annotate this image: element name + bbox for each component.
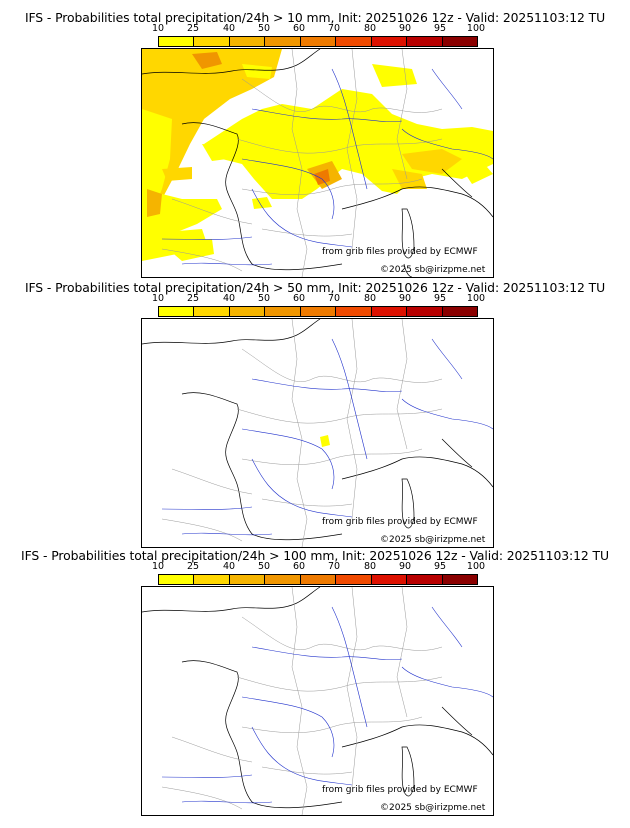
tick-label: 60 — [292, 561, 306, 572]
colorbar — [158, 306, 478, 317]
tick-label: 40 — [222, 561, 236, 572]
credit-source: from grib files provided by ECMWF — [322, 517, 478, 527]
admin-borders — [161, 319, 443, 547]
colorbar-segment — [336, 575, 372, 584]
credit-copyright: ©2025 sb@irizpme.net — [380, 803, 486, 813]
colorbar-segment — [194, 307, 230, 316]
colorbar-segment — [407, 37, 443, 46]
colorbar-segment — [407, 307, 443, 316]
precip-shading — [320, 435, 330, 447]
credit-copyright: ©2025 sb@irizpme.net — [380, 265, 486, 275]
tick-label: 95 — [433, 23, 447, 34]
tick-label: 50 — [257, 23, 271, 34]
panel-10mm: IFS - Probabilities total precipitation/… — [0, 10, 630, 280]
tick-label: 80 — [363, 293, 377, 304]
tick-label: 60 — [292, 23, 306, 34]
credit-source: from grib files provided by ECMWF — [322, 247, 478, 257]
coastlines — [142, 587, 493, 809]
colorbar-ticks: 10 25 40 50 60 70 80 90 95 100 — [152, 561, 485, 573]
colorbar-segment — [300, 575, 337, 584]
rivers — [161, 338, 493, 536]
tick-label: 90 — [398, 23, 412, 34]
colorbar-segment — [371, 37, 408, 46]
map-frame: from grib files provided by ECMWF ©2025 … — [141, 48, 494, 278]
panel-50mm: IFS - Probabilities total precipitation/… — [0, 280, 630, 548]
tick-label: 10 — [151, 561, 165, 572]
tick-label: 25 — [186, 23, 200, 34]
precip-shading — [142, 49, 493, 261]
panel-title: IFS - Probabilities total precipitation/… — [21, 548, 609, 563]
map-10mm — [142, 49, 493, 277]
tick-label: 25 — [186, 561, 200, 572]
tick-label: 100 — [466, 561, 486, 572]
tick-label: 80 — [363, 561, 377, 572]
colorbar-segment — [371, 307, 408, 316]
rivers — [161, 68, 493, 266]
tick-label: 100 — [466, 23, 486, 34]
coastlines — [142, 319, 493, 541]
colorbar-segment — [229, 307, 266, 316]
colorbar-segment — [265, 575, 301, 584]
colorbar-segment — [194, 37, 230, 46]
colorbar-segment — [442, 307, 477, 316]
tick-label: 70 — [327, 293, 341, 304]
colorbar-segment — [159, 307, 195, 316]
tick-label: 70 — [327, 23, 341, 34]
colorbar-segment — [300, 307, 337, 316]
colorbar-segment — [336, 37, 372, 46]
tick-label: 90 — [398, 561, 412, 572]
colorbar-segment — [159, 575, 195, 584]
colorbar-ticks: 10 25 40 50 60 70 80 90 95 100 — [152, 23, 485, 35]
colorbar-segment — [265, 37, 301, 46]
tick-label: 80 — [363, 23, 377, 34]
colorbar-segment — [265, 307, 301, 316]
tick-label: 40 — [222, 293, 236, 304]
colorbar-segment — [229, 575, 266, 584]
admin-borders — [161, 49, 443, 277]
panel-100mm: IFS - Probabilities total precipitation/… — [0, 548, 630, 820]
colorbar-segment — [194, 575, 230, 584]
colorbar-segment — [159, 37, 195, 46]
colorbar — [158, 574, 478, 585]
rivers — [161, 606, 493, 804]
map-frame: from grib files provided by ECMWF ©2025 … — [141, 318, 494, 548]
tick-label: 100 — [466, 293, 486, 304]
credit-source: from grib files provided by ECMWF — [322, 785, 478, 795]
tick-label: 90 — [398, 293, 412, 304]
colorbar-segment — [442, 575, 477, 584]
admin-borders — [161, 587, 443, 815]
colorbar-segment — [442, 37, 477, 46]
tick-label: 25 — [186, 293, 200, 304]
coastlines — [142, 49, 493, 277]
colorbar-segment — [336, 307, 372, 316]
tick-label: 40 — [222, 23, 236, 34]
panel-title: IFS - Probabilities total precipitation/… — [24, 10, 606, 25]
tick-label: 60 — [292, 293, 306, 304]
colorbar-segment — [229, 37, 266, 46]
tick-label: 95 — [433, 293, 447, 304]
colorbar-segment — [407, 575, 443, 584]
tick-label: 70 — [327, 561, 341, 572]
colorbar-segment — [371, 575, 408, 584]
credit-copyright: ©2025 sb@irizpme.net — [380, 535, 486, 545]
tick-label: 10 — [151, 293, 165, 304]
panel-title: IFS - Probabilities total precipitation/… — [24, 280, 606, 295]
colorbar-segment — [300, 37, 337, 46]
tick-label: 50 — [257, 293, 271, 304]
colorbar — [158, 36, 478, 47]
map-frame: from grib files provided by ECMWF ©2025 … — [141, 586, 494, 816]
tick-label: 10 — [151, 23, 165, 34]
map-50mm — [142, 319, 493, 547]
map-100mm — [142, 587, 493, 815]
tick-label: 95 — [433, 561, 447, 572]
colorbar-ticks: 10 25 40 50 60 70 80 90 95 100 — [152, 293, 485, 305]
tick-label: 50 — [257, 561, 271, 572]
